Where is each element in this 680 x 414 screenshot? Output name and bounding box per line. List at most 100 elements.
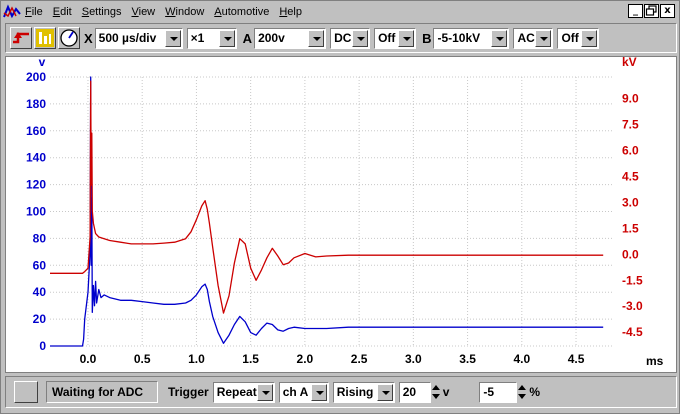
y-tick-label-right: 3.0 — [622, 195, 639, 209]
chevron-down-icon[interactable] — [398, 29, 415, 47]
y-unit-right: kV — [622, 57, 637, 69]
y-unit-left: v — [39, 57, 46, 69]
trigger-channel-value: ch A — [282, 385, 309, 399]
timebase-value: 500 µs/div — [98, 31, 157, 45]
x-tick-label: 1.5 — [242, 352, 259, 366]
channel-a-coupling-select[interactable]: DC — [330, 27, 371, 49]
x-axis-unit: ms — [646, 354, 664, 368]
scope-chart: 200180160140120100806040200v9.07.56.04.5… — [26, 57, 664, 368]
chevron-down-icon[interactable] — [256, 383, 273, 401]
trigger-edge-select[interactable]: Rising — [332, 381, 395, 403]
y-tick-label-left: 60 — [33, 258, 47, 272]
bar-spectrum-icon — [36, 29, 54, 47]
chevron-down-icon[interactable] — [308, 29, 325, 47]
y-tick-label-right: 4.5 — [622, 169, 639, 183]
y-tick-label-left: 160 — [26, 124, 46, 138]
channel-a-coupling-value: DC — [334, 31, 352, 45]
spectrum-button[interactable] — [34, 27, 56, 49]
menu-edit[interactable]: Edit — [52, 6, 72, 18]
restore-button[interactable] — [644, 4, 659, 18]
timebase-select[interactable]: 500 µs/div — [94, 27, 183, 49]
trigger-level-input[interactable]: 20 — [398, 381, 431, 403]
menu-bar: File Edit Settings View Window Automotiv… — [3, 3, 677, 21]
trigger-icon — [12, 29, 30, 47]
y-tick-label-right: 0.0 — [622, 247, 639, 261]
menu-help[interactable]: Help — [279, 6, 302, 18]
chevron-down-icon[interactable] — [164, 29, 181, 47]
trigger-channel-select[interactable]: ch A — [278, 381, 329, 403]
restore-icon — [645, 5, 657, 16]
status-message: Waiting for ADC — [46, 381, 158, 403]
trigger-mode-value: Repeat — [216, 385, 257, 399]
app-logo-icon — [3, 4, 21, 20]
trigger-label: Trigger — [168, 385, 209, 399]
x-axis-label: X — [84, 30, 93, 46]
y-tick-label-left: 140 — [26, 151, 46, 165]
x-tick-label: 4.0 — [513, 352, 530, 366]
channel-a-range-select[interactable]: 200v — [254, 27, 327, 49]
y-tick-label-right: -4.5 — [622, 325, 643, 339]
y-tick-label-left: 0 — [39, 339, 46, 353]
y-tick-label-left: 120 — [26, 178, 46, 192]
close-button[interactable]: x — [660, 4, 675, 18]
menu-file[interactable]: File — [25, 6, 43, 18]
multiplier-value: ×1 — [190, 31, 205, 45]
trigger-level-spinner-icon[interactable] — [431, 382, 441, 403]
chevron-down-icon[interactable] — [491, 29, 508, 47]
menu-view[interactable]: View — [131, 6, 156, 18]
y-tick-label-right: -3.0 — [622, 299, 643, 313]
chevron-down-icon[interactable] — [310, 383, 327, 401]
x-tick-label: 3.5 — [459, 352, 476, 366]
channel-a-offset-select[interactable]: Off — [374, 27, 417, 49]
meter-button[interactable] — [58, 27, 80, 49]
pretrigger-input[interactable]: -5 — [479, 381, 518, 403]
x-tick-label: 0.5 — [134, 352, 151, 366]
y-tick-label-left: 180 — [26, 97, 46, 111]
channel-b-offset-value: Off — [561, 31, 579, 45]
y-tick-label-right: -1.5 — [622, 273, 643, 287]
channel-b-offset-select[interactable]: Off — [557, 27, 600, 49]
y-tick-label-right: 9.0 — [622, 92, 639, 106]
channel-b-coupling-select[interactable]: AC — [513, 27, 554, 49]
y-tick-label-right: 6.0 — [622, 144, 639, 158]
scope-plot[interactable]: 200 180 160 140 120 100 80 60 40 20 0 v 9.0 7.5 6.0 4.5… — [5, 56, 677, 373]
x-tick-label: 2.5 — [351, 352, 368, 366]
meter-dial-icon — [60, 29, 78, 47]
menu-automotive[interactable]: Automotive — [214, 6, 270, 18]
status-bar: Waiting for ADC Trigger Repeat ch A Risi… — [5, 376, 677, 408]
pretrigger-unit: % — [529, 385, 541, 399]
toolbar: X 500 µs/div ×1 A 200v DC Off B -5-10kV … — [5, 23, 677, 53]
channel-a-label: A — [242, 30, 253, 46]
y-tick-label-right: 7.5 — [622, 118, 639, 132]
chevron-down-icon[interactable] — [218, 29, 235, 47]
chevron-down-icon[interactable] — [535, 29, 552, 47]
multiplier-select[interactable]: ×1 — [186, 27, 237, 49]
trigger-mode-select[interactable]: Repeat — [212, 381, 275, 403]
channel-b-label: B — [422, 30, 432, 46]
channel-a-offset-value: Off — [378, 31, 396, 45]
minimize-button[interactable]: _ — [628, 4, 643, 18]
channel-b-coupling-value: AC — [517, 31, 535, 45]
pretrigger-spinner-icon[interactable] — [517, 382, 527, 403]
chevron-down-icon[interactable] — [376, 383, 393, 401]
x-tick-label: 2.0 — [297, 352, 314, 366]
x-tick-label: 0.0 — [80, 352, 97, 366]
y-tick-label-left: 20 — [33, 312, 47, 326]
trigger-edge-value: Rising — [336, 385, 374, 399]
y-tick-label-left: 200 — [26, 70, 46, 84]
menu-settings[interactable]: Settings — [81, 6, 122, 18]
start-stop-button[interactable] — [14, 381, 38, 403]
chevron-down-icon[interactable] — [581, 29, 598, 47]
channel-b-range-select[interactable]: -5-10kV — [433, 27, 510, 49]
channel-b-trace — [50, 80, 604, 314]
window-controls: _ x — [627, 4, 675, 18]
chevron-down-icon[interactable] — [352, 29, 369, 47]
channel-b-range-value: -5-10kV — [437, 31, 481, 45]
trigger-button[interactable] — [10, 27, 32, 49]
menu-window[interactable]: Window — [165, 6, 205, 18]
x-tick-label: 4.5 — [568, 352, 585, 366]
x-tick-label: 1.0 — [188, 352, 205, 366]
y-tick-label-right: 1.5 — [622, 221, 639, 235]
y-tick-label-left: 40 — [33, 285, 47, 299]
